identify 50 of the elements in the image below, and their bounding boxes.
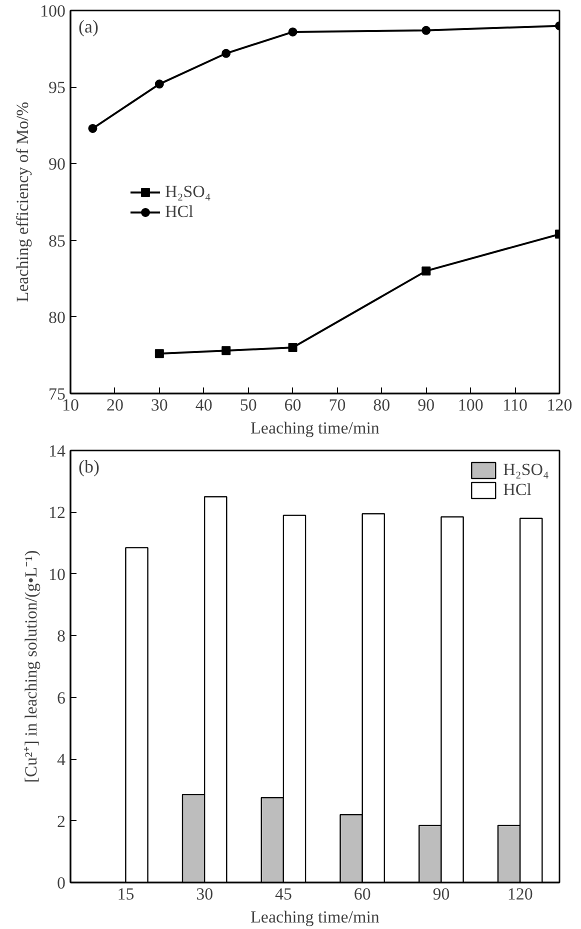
x-tick-label: 60 <box>354 884 371 904</box>
legend-label: H₂SO₄ <box>503 460 549 480</box>
y-tick-label: 85 <box>48 231 66 250</box>
x-tick-label: 50 <box>240 396 257 414</box>
x-tick-label: 20 <box>106 396 124 414</box>
y-tick-label: 95 <box>48 78 66 98</box>
x-tick-label: 45 <box>274 884 292 904</box>
x-axis-title: Leaching time/min <box>250 418 380 438</box>
y-tick-label: 14 <box>48 442 66 460</box>
x-tick-label: 80 <box>373 396 390 414</box>
y-axis-title: Leaching efficiency of Mo/% <box>13 102 32 302</box>
x-tick-label: 15 <box>117 884 134 904</box>
y-tick-label: 6 <box>57 688 66 708</box>
x-tick-label: 90 <box>418 396 435 414</box>
point <box>222 48 231 58</box>
x-tick-label: 40 <box>195 396 212 414</box>
legend-label: HCl <box>503 480 532 500</box>
y-tick-label: 0 <box>57 874 66 892</box>
point <box>288 343 298 352</box>
y-tick-label: 2 <box>57 812 66 831</box>
x-tick-label: 120 <box>546 396 572 414</box>
y-axis-title: [Cu²⁺] in leaching solution/(g•L⁻¹) <box>22 550 40 783</box>
y-tick-label: 90 <box>48 154 66 174</box>
point <box>288 27 298 36</box>
x-tick-label: 30 <box>196 884 214 904</box>
point <box>422 26 431 35</box>
x-tick-label: 120 <box>507 884 533 904</box>
x-tick-label: 100 <box>458 396 484 414</box>
y-tick-label: 4 <box>57 750 66 770</box>
point <box>88 124 98 133</box>
y-tick-label: 12 <box>48 503 66 522</box>
annotation: (b) <box>78 456 100 476</box>
y-tick-label: 80 <box>48 308 66 327</box>
y-tick-label: 10 <box>48 564 66 584</box>
point <box>154 80 164 89</box>
annotation: (a) <box>78 16 98 36</box>
y-tick-label: 100 <box>40 2 66 20</box>
x-tick-label: 70 <box>328 396 346 414</box>
point <box>222 346 231 356</box>
legend-label: H₂SO₄ <box>165 182 211 202</box>
legend-label: HCl <box>165 202 194 222</box>
x-tick-label: 90 <box>432 884 450 904</box>
y-tick-label: 75 <box>48 384 66 404</box>
point <box>422 266 431 276</box>
x-tick-label: 110 <box>502 396 528 414</box>
x-tick-label: 30 <box>150 396 168 414</box>
x-tick-label: 60 <box>284 396 302 414</box>
point <box>154 349 164 358</box>
x-axis-title: Leaching time/min <box>250 908 380 926</box>
y-tick-label: 8 <box>57 626 66 646</box>
